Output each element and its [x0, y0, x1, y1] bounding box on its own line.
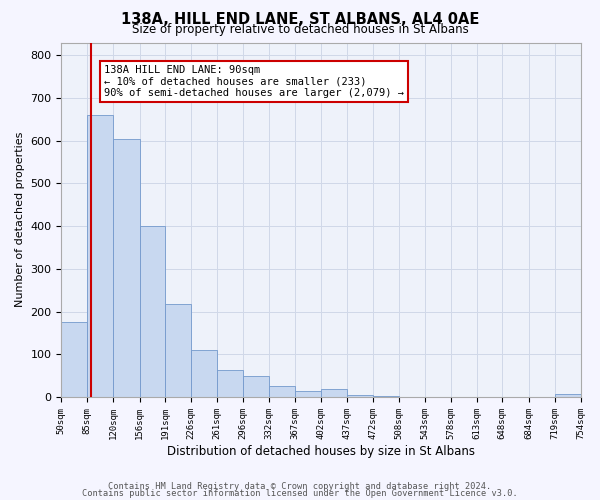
Bar: [191, 350, 217, 397]
Bar: [140, 226, 166, 397]
Text: Contains public sector information licensed under the Open Government Licence v3: Contains public sector information licen…: [82, 489, 518, 498]
Text: Size of property relative to detached houses in St Albans: Size of property relative to detached ho…: [131, 22, 469, 36]
Bar: [269, 386, 295, 397]
Bar: [243, 376, 269, 397]
Bar: [373, 396, 399, 397]
Bar: [61, 322, 87, 397]
Text: 138A HILL END LANE: 90sqm
← 10% of detached houses are smaller (233)
90% of semi: 138A HILL END LANE: 90sqm ← 10% of detac…: [104, 64, 404, 98]
Bar: [295, 390, 321, 397]
Text: 138A, HILL END LANE, ST ALBANS, AL4 0AE: 138A, HILL END LANE, ST ALBANS, AL4 0AE: [121, 12, 479, 28]
Bar: [166, 304, 191, 397]
Bar: [554, 394, 581, 397]
X-axis label: Distribution of detached houses by size in St Albans: Distribution of detached houses by size …: [167, 444, 475, 458]
Text: Contains HM Land Registry data © Crown copyright and database right 2024.: Contains HM Land Registry data © Crown c…: [109, 482, 491, 491]
Bar: [217, 370, 243, 397]
Bar: [347, 395, 373, 397]
Bar: [113, 138, 140, 397]
Y-axis label: Number of detached properties: Number of detached properties: [15, 132, 25, 308]
Bar: [321, 390, 347, 397]
Bar: [87, 115, 113, 397]
